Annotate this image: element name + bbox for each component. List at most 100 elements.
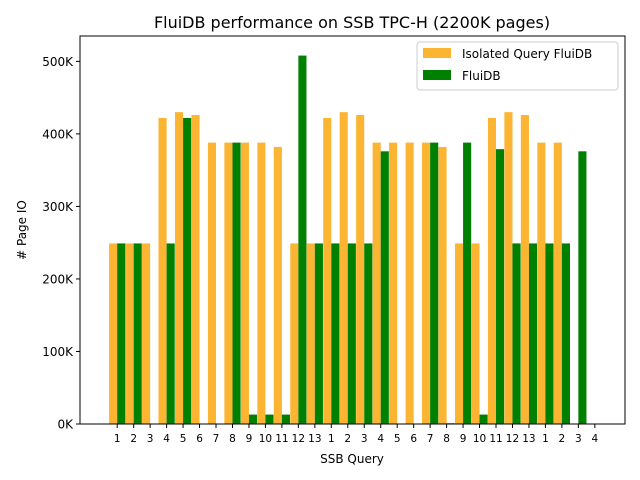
bar-fluidb-21: [463, 142, 472, 425]
bar-fluidb-14: [347, 243, 356, 424]
x-tick-label-26: 1: [542, 433, 549, 445]
bar-fluidb-16: [380, 151, 389, 424]
bar-fluidb-27: [561, 243, 570, 424]
bar-isolated-4: [174, 112, 184, 425]
x-tick-label-10: 11: [275, 433, 288, 445]
bar-fluidb-9: [265, 414, 274, 424]
bar-isolated-2: [142, 243, 151, 424]
bar-fluidb-13: [331, 243, 340, 424]
x-tick-label-9: 10: [259, 433, 272, 445]
bar-fluidb-26: [545, 243, 554, 424]
bar-isolated-20: [438, 146, 447, 424]
x-tick-label-5: 6: [196, 433, 203, 445]
bar-isolated-17: [389, 142, 398, 425]
y-axis-label: # Page IO: [15, 200, 29, 260]
bar-isolated-10: [273, 146, 282, 424]
x-tick-label-25: 13: [522, 433, 535, 445]
x-tick-label-3: 4: [163, 433, 170, 445]
x-tick-label-20: 8: [443, 433, 450, 445]
bar-fluidb-12: [314, 243, 323, 424]
x-tick-label-11: 12: [292, 433, 305, 445]
bar-isolated-27: [553, 142, 562, 425]
bar-isolated-15: [356, 115, 365, 425]
bar-fluidb-25: [528, 243, 538, 424]
bar-isolated-8: [240, 142, 249, 425]
bar-isolated-7: [224, 142, 233, 425]
x-tick-label-16: 4: [377, 433, 384, 445]
bar-isolated-14: [339, 112, 348, 425]
bar-isolated-18: [405, 142, 414, 425]
bar-isolated-26: [537, 142, 546, 425]
legend-frame: [416, 41, 619, 91]
x-tick-label-27: 2: [559, 433, 566, 445]
bar-isolated-9: [257, 142, 266, 425]
plot-frame: [79, 35, 626, 425]
y-tick-label-3: 300K: [42, 200, 74, 214]
bar-fluidb-1: [133, 243, 142, 424]
bars-layer: [109, 55, 587, 425]
y-tick-label-1: 100K: [42, 345, 74, 359]
bar-fluidb-7: [232, 142, 241, 425]
legend: Isolated Query FluiDB FluiDB: [416, 41, 619, 91]
x-tick-label-8: 9: [246, 433, 253, 445]
x-tick-label-12: 13: [308, 433, 321, 445]
legend-label-fluidb: FluiDB: [462, 69, 501, 83]
bar-fluidb-22: [479, 414, 488, 424]
bar-isolated-3: [158, 117, 167, 424]
y-tick-label-4: 400K: [42, 127, 74, 141]
chart-title: FluiDB performance on SSB TPC-H (2200K p…: [154, 13, 550, 32]
x-tick-label-23: 11: [489, 433, 502, 445]
bar-isolated-25: [520, 115, 529, 425]
bar-fluidb-4: [183, 117, 192, 424]
x-tick-label-28: 3: [575, 433, 582, 445]
x-tick-label-2: 3: [147, 433, 154, 445]
bar-isolated-13: [323, 117, 332, 424]
bar-isolated-0: [109, 243, 118, 424]
bar-isolated-1: [125, 243, 134, 424]
legend-swatch-fluidb: [423, 70, 451, 80]
x-tick-label-22: 10: [473, 433, 486, 445]
bar-isolated-19: [422, 142, 431, 425]
x-tick-label-6: 7: [213, 433, 220, 445]
bar-fluidb-19: [430, 142, 439, 425]
bar-isolated-11: [290, 243, 299, 424]
y-tick-label-2: 200K: [42, 272, 74, 286]
legend-label-isolated: Isolated Query FluiDB: [462, 47, 592, 61]
x-tick-label-14: 2: [344, 433, 351, 445]
x-tick-label-19: 7: [427, 433, 434, 445]
x-tick-label-29: 4: [591, 433, 598, 445]
x-tick-label-13: 1: [328, 433, 335, 445]
bar-fluidb-15: [364, 243, 373, 424]
bar-fluidb-8: [248, 414, 258, 424]
x-axis: 1 2 3 4 5 6 7 8 9 10 11 12 13 1 2 3 4 5 6 7 8 9 10 11 12 13 1 2 3 4: [114, 424, 598, 445]
bar-fluidb-24: [512, 243, 521, 424]
x-tick-label-0: 1: [114, 433, 121, 445]
bar-isolated-16: [372, 142, 381, 425]
x-tick-label-17: 5: [394, 433, 401, 445]
y-axis: 0K 100K 200K 300K 400K 500K: [42, 55, 80, 432]
bar-isolated-21: [454, 243, 464, 424]
x-tick-label-4: 5: [180, 433, 187, 445]
x-tick-label-1: 2: [130, 433, 137, 445]
bar-fluidb-11: [298, 55, 307, 424]
bar-isolated-22: [471, 243, 480, 424]
bar-fluidb-23: [496, 149, 505, 424]
bar-isolated-6: [207, 142, 217, 425]
x-tick-label-24: 12: [506, 433, 519, 445]
bar-fluidb-10: [281, 414, 290, 424]
x-axis-label: SSB Query: [320, 452, 384, 466]
bar-fluidb-28: [578, 151, 587, 424]
x-tick-label-7: 8: [229, 433, 236, 445]
legend-swatch-isolated: [423, 48, 451, 58]
bar-fluidb-3: [166, 243, 175, 424]
x-tick-label-15: 3: [361, 433, 368, 445]
bar-isolated-12: [306, 243, 315, 424]
y-tick-label-0: 0K: [57, 418, 74, 432]
x-tick-label-21: 9: [460, 433, 467, 445]
x-tick-label-18: 6: [410, 433, 417, 445]
bar-isolated-5: [191, 115, 200, 425]
bar-isolated-23: [487, 117, 497, 424]
y-tick-label-5: 500K: [42, 55, 74, 69]
bar-fluidb-0: [117, 243, 126, 424]
